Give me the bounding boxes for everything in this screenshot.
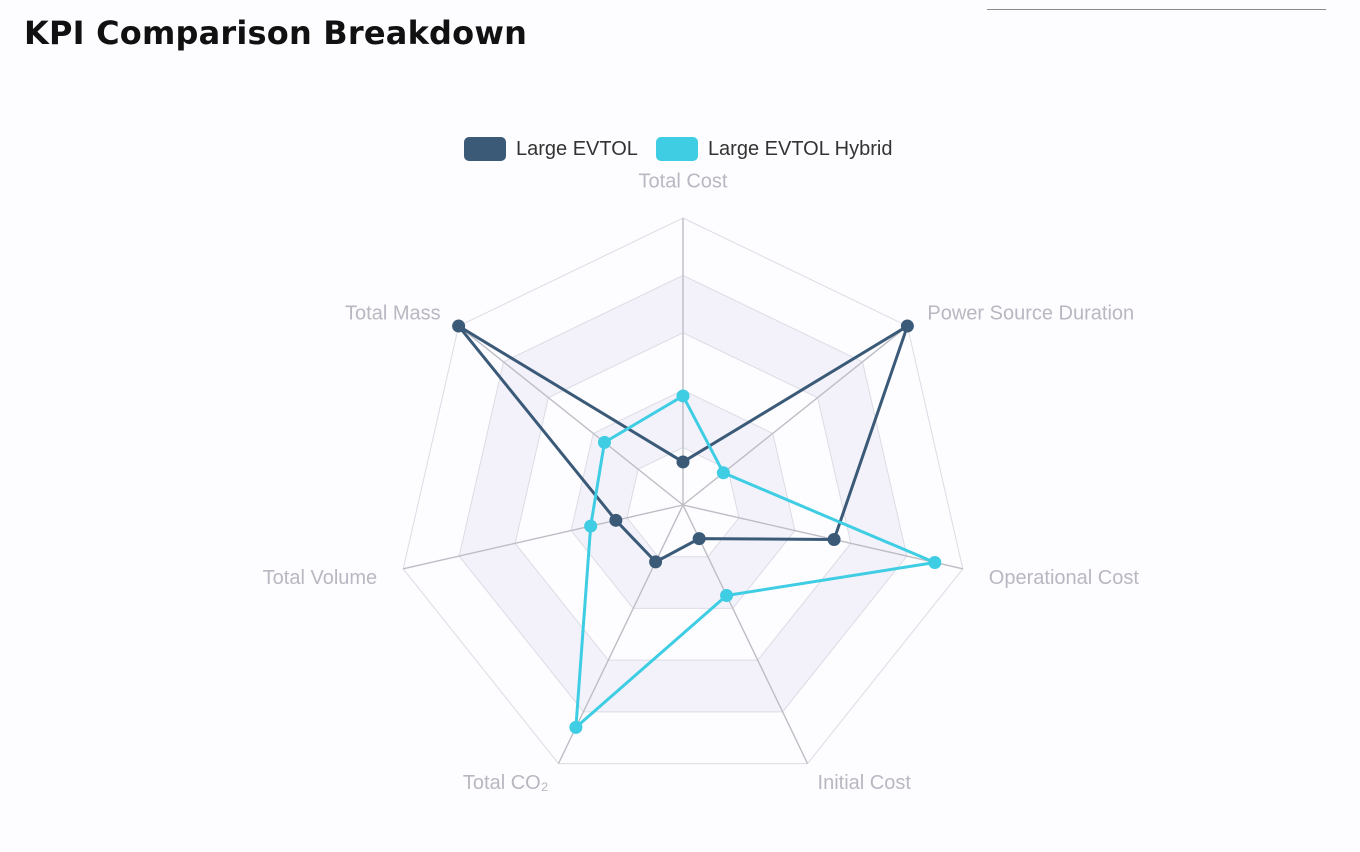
axis-label-total-cost: Total Cost	[639, 170, 728, 192]
radar-axis-total-co	[557, 504, 684, 764]
axis-label-total-co: Total CO₂	[463, 772, 549, 794]
chart-legend: Large EVTOL Large EVTOL Hybrid	[464, 137, 910, 161]
data-point-large-evtol-hybrid-initial-cost[interactable]	[720, 589, 734, 603]
radar-band-4	[459, 275, 907, 712]
radar-axis-total-volume	[403, 504, 684, 570]
data-point-large-evtol-total-cost[interactable]	[676, 455, 690, 469]
page-title: KPI Comparison Breakdown	[24, 14, 528, 52]
data-point-large-evtol-initial-cost[interactable]	[692, 532, 706, 546]
legend-label-large-evtol-hybrid: Large EVTOL Hybrid	[707, 137, 893, 160]
radar-grid-ring-4	[458, 274, 908, 713]
data-point-large-evtol-power-source-duration[interactable]	[900, 319, 914, 333]
axis-label-initial-cost: Initial Cost	[818, 772, 912, 794]
radar-grid-ring-3	[514, 332, 852, 661]
radar-axis-initial-cost	[682, 504, 809, 764]
data-point-large-evtol-hybrid-total-co[interactable]	[569, 720, 583, 734]
legend-swatch-large-evtol	[464, 137, 506, 161]
data-point-large-evtol-hybrid-power-source-duration[interactable]	[716, 466, 730, 480]
radar-grid-ring-5	[402, 217, 964, 765]
data-point-large-evtol-operational-cost[interactable]	[827, 532, 841, 546]
series-line-large-evtol-hybrid	[574, 394, 937, 729]
axis-label-operational-cost: Operational Cost	[989, 567, 1140, 589]
axis-label-total-mass: Total Mass	[345, 302, 441, 324]
radar-grid-ring-2	[570, 389, 796, 609]
legend-item-large-evtol-hybrid[interactable]: Large EVTOL Hybrid	[655, 137, 893, 161]
data-point-large-evtol-hybrid-operational-cost[interactable]	[928, 555, 942, 569]
radar-grid-ring-1	[626, 447, 740, 558]
series-line-large-evtol	[457, 324, 909, 564]
data-point-large-evtol-hybrid-total-volume[interactable]	[584, 519, 598, 533]
legend-label-large-evtol: Large EVTOL	[516, 137, 638, 160]
legend-swatch-large-evtol-hybrid	[655, 137, 698, 161]
radar-band-2	[571, 390, 795, 609]
radar-band-3	[515, 332, 851, 661]
radar-axis-total-mass	[458, 325, 684, 506]
data-point-large-evtol-total-co[interactable]	[649, 555, 663, 569]
radar-axis-operational-cost	[682, 504, 963, 570]
axis-label-power-source-duration: Power Source Duration	[927, 302, 1134, 324]
legend-item-large-evtol[interactable]: Large EVTOL	[464, 137, 638, 161]
data-point-large-evtol-hybrid-total-cost[interactable]	[676, 389, 690, 403]
axis-label-total-volume: Total Volume	[263, 567, 378, 589]
data-point-large-evtol-hybrid-total-mass[interactable]	[597, 435, 611, 449]
top-divider	[987, 9, 1326, 10]
data-point-large-evtol-total-mass[interactable]	[452, 319, 466, 333]
data-point-large-evtol-total-volume[interactable]	[609, 513, 623, 527]
